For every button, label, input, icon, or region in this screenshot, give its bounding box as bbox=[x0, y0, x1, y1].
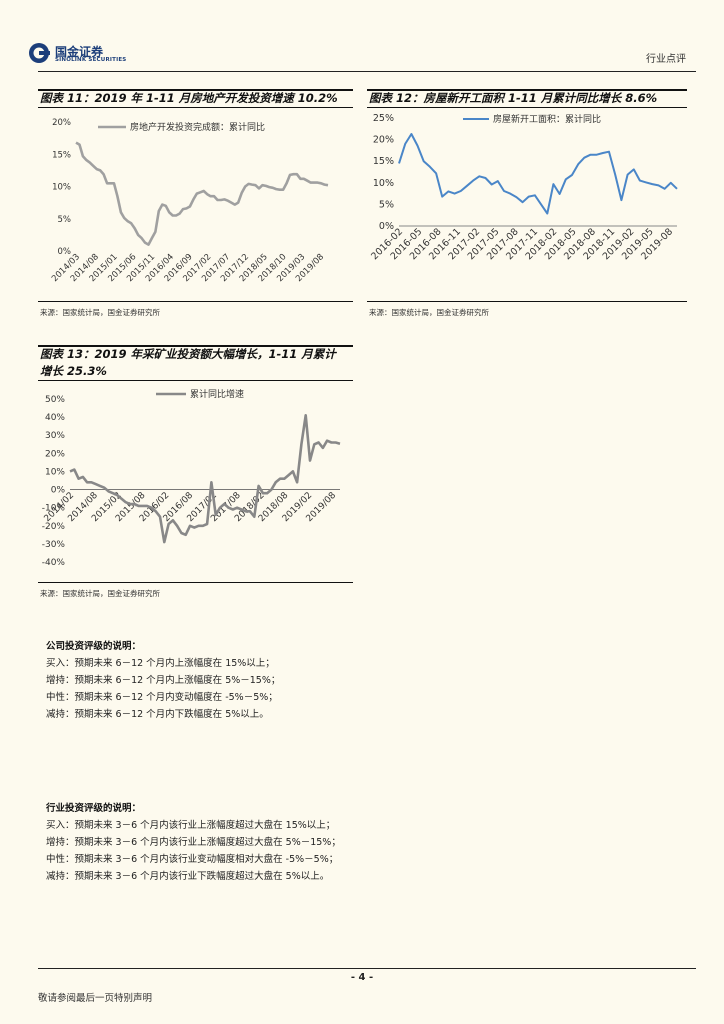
industry-rating-title: 行业投资评级的说明： bbox=[46, 803, 142, 814]
company-logo: 国金证券 SINOLINK SECURITIES bbox=[28, 42, 130, 66]
figure-13-title-line-2: 增长 25.3% bbox=[40, 364, 107, 378]
company-rating-buy: 买入：预期未来 6－12 个月内上涨幅度在 15%以上； bbox=[46, 658, 275, 669]
figure-11-bottom-rule bbox=[38, 301, 353, 302]
figure-12-chart: 25% 20% 15% 10% 5% 0% 2016-022016-052016-0820… bbox=[369, 113, 678, 262]
y-tick-label: 5% bbox=[379, 199, 394, 210]
section-label: 行业点评 bbox=[646, 54, 686, 65]
y-tick-label: 25% bbox=[373, 113, 394, 124]
figure-12-title: 图表 12：房屋新开工面积 1-11 月累计同比增长 8.6% bbox=[369, 91, 658, 105]
header-divider bbox=[38, 71, 696, 72]
y-tick-label: 20% bbox=[52, 118, 71, 128]
figure-11-title-rule bbox=[38, 107, 353, 108]
figure-13-top-rule bbox=[38, 345, 353, 347]
figure-11-title: 图表 11：2019 年 1-11 月房地产开发投资增速 10.2% bbox=[40, 91, 338, 105]
company-rating-neutral: 中性：预期未来 6－12 个月内变动幅度在 -5%－5%； bbox=[46, 692, 278, 703]
logo-english-name: SINOLINK SECURITIES bbox=[55, 57, 127, 63]
y-tick-label: 5% bbox=[58, 215, 72, 225]
y-tick-label: 0% bbox=[51, 486, 66, 496]
figure-11-x-axis: 2014/032014/082015/012015/062015/112016/… bbox=[50, 252, 326, 284]
figure-13-title-rule bbox=[38, 380, 353, 381]
footer-divider bbox=[38, 968, 696, 969]
y-tick-label: 40% bbox=[45, 413, 65, 423]
industry-rating-buy: 买入：预期未来 3－6 个月内该行业上涨幅度超过大盘在 15%以上； bbox=[46, 820, 336, 831]
y-tick-label: 50% bbox=[45, 395, 65, 405]
y-tick-label: 30% bbox=[45, 431, 65, 441]
figure-11-chart: 20% 15% 10% 5% 0% 2014/032014/082015/012015/… bbox=[50, 118, 329, 284]
figure-12-legend-label: 房屋新开工面积：累计同比 bbox=[493, 113, 601, 125]
y-tick-label: 20% bbox=[45, 449, 65, 459]
figure-13-legend-label: 累计同比增速 bbox=[190, 388, 244, 400]
y-tick-label: -10% bbox=[42, 504, 66, 514]
figure-12-series-line bbox=[398, 133, 678, 215]
y-tick-label: 15% bbox=[373, 156, 394, 167]
industry-rating-underweight: 减持：预期未来 3－6 个月内该行业下跌幅度超过大盘在 5%以上。 bbox=[46, 871, 330, 882]
company-rating-title: 公司投资评级的说明： bbox=[46, 641, 142, 652]
logo-emblem-icon bbox=[29, 43, 50, 63]
y-tick-label: 15% bbox=[52, 150, 71, 160]
figure-13-bottom-rule bbox=[38, 582, 353, 583]
figure-12-bottom-rule bbox=[367, 301, 687, 302]
page-number: - 4 - bbox=[350, 972, 374, 983]
figure-11-series-line bbox=[75, 141, 329, 246]
figure-13-y-axis: 50% 40% 30% 20% 10% 0% -10% -20% -30% -40% bbox=[42, 395, 340, 568]
figure-12-top-rule bbox=[367, 89, 687, 91]
company-rating-underweight: 减持：预期未来 6－12 个月内下跌幅度在 5%以上。 bbox=[46, 709, 269, 720]
figure-12-y-axis: 25% 20% 15% 10% 5% 0% bbox=[373, 113, 677, 232]
figure-13-title-line-1: 图表 13：2019 年采矿业投资额大幅增长，1-11 月累计 bbox=[40, 347, 336, 361]
y-tick-label: 10% bbox=[373, 178, 394, 189]
logo-chinese-name: 国金证券 bbox=[55, 45, 104, 59]
y-tick-label: 0% bbox=[58, 247, 72, 257]
industry-rating-neutral: 中性：预期未来 3－6 个月内该行业变动幅度相对大盘在 -5%－5%； bbox=[46, 854, 339, 865]
y-tick-label: 20% bbox=[373, 135, 394, 146]
industry-rating-overweight: 增持：预期未来 3－6 个月内该行业上涨幅度超过大盘在 5%－15%； bbox=[46, 837, 341, 848]
figure-12-title-rule bbox=[367, 107, 687, 108]
figure-13-source: 来源：国家统计局，国金证券研究所 bbox=[40, 589, 160, 598]
figure-13-series-line bbox=[69, 414, 341, 544]
y-tick-label: -30% bbox=[42, 540, 66, 550]
disclaimer-note: 敬请参阅最后一页特别声明 bbox=[38, 993, 153, 1004]
y-tick-label: 0% bbox=[379, 221, 394, 232]
figure-13-x-axis: 2014/022014/082015/022015/082016/022016/… bbox=[43, 490, 339, 524]
figure-13-chart: 50% 40% 30% 20% 10% 0% -10% -20% -30% -40% 2014/0… bbox=[42, 388, 341, 568]
figure-11-top-rule bbox=[38, 89, 353, 91]
figure-12-x-axis: 2016-022016-052016-082016-112017-022017-… bbox=[369, 226, 675, 262]
y-tick-label: -40% bbox=[42, 558, 66, 568]
figure-11-y-axis: 20% 15% 10% 5% 0% bbox=[52, 118, 71, 257]
figure-11-source: 来源：国家统计局，国金证券研究所 bbox=[40, 308, 160, 317]
figure-12-source: 来源：国家统计局，国金证券研究所 bbox=[369, 308, 489, 317]
y-tick-label: 10% bbox=[52, 183, 71, 193]
company-rating-overweight: 增持：预期未来 6－12 个月内上涨幅度在 5%－15%； bbox=[46, 675, 281, 686]
y-tick-label: 10% bbox=[45, 467, 65, 477]
figure-11-legend-label: 房地产开发投资完成额：累计同比 bbox=[130, 121, 265, 133]
y-tick-label: -20% bbox=[42, 522, 66, 532]
